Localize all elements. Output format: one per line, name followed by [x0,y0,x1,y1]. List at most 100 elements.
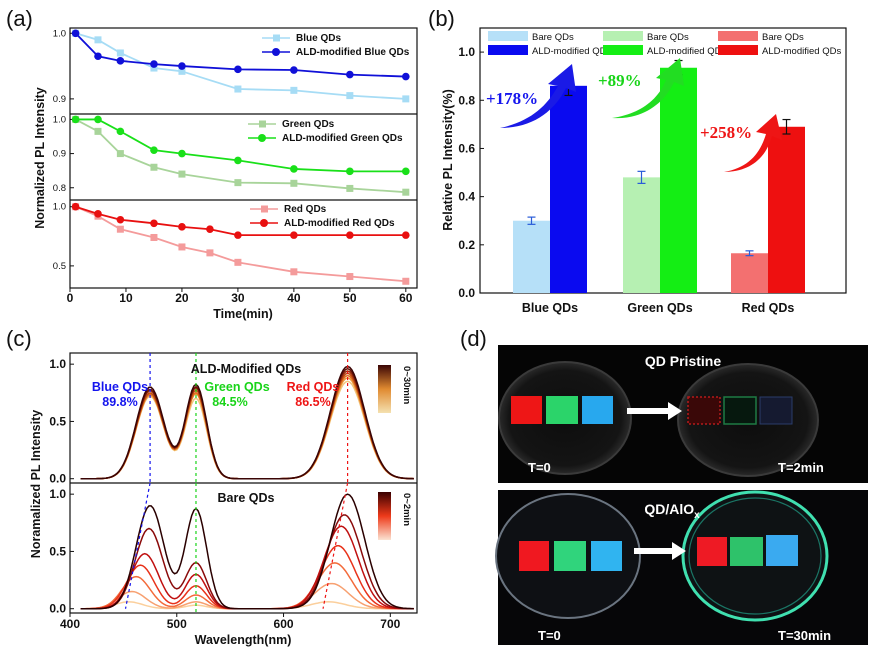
panel-d-photos: QD Pristine T=0 T=2min QD/AlOx T=0 T=30m… [495,345,868,645]
photo-bottom-title: QD/AlOx [644,501,700,521]
bar [550,85,587,294]
panel-b-letter: (b) [428,6,455,31]
panel-b-plot-area: 0.0 0.2 0.4 0.6 0.8 1.0 Blue QDs Green QDs Red Q… [458,45,805,315]
photo-bottom-title-subscript: x [694,510,700,521]
sample-blue-t2 [759,396,793,425]
data-point [290,86,298,94]
panel-b-legend: Bare QDs ALD-modified QDs Bare QDs ALD-m… [488,31,841,57]
increase-arrow-blue [500,64,576,128]
data-point [346,231,354,239]
data-point [116,150,124,158]
sample-green-t30 [730,537,763,566]
y-tick-label: 1.0 [49,357,66,371]
panel-a-ylabel: Normalized PL Intensity [33,87,47,229]
data-point [290,165,298,173]
data-point [234,156,242,165]
category-label: Green QDs [627,301,692,315]
x-tick-label: 600 [274,617,294,631]
label-blue-qds: Blue QDs [92,380,148,394]
legend-ald-red-qds: ALD-modified Red QDs [284,218,395,229]
data-point [116,225,124,233]
value-blue-qds: 89.8% [102,395,137,409]
data-point [94,52,102,61]
series-line [75,205,406,283]
panel-c-ylabel: Noramalized PL Intensity [29,410,43,558]
y-tick-label: 1.0 [53,114,66,125]
y-tick-label: 1.0 [49,487,66,501]
y-tick-label: 0.0 [49,602,66,616]
panel-c-letter: (c) [6,326,32,351]
panel-c-top-title: ALD-Modified QDs [191,362,301,376]
data-point [71,202,80,211]
y-tick-label: 0.5 [53,261,66,272]
data-point [290,231,298,239]
data-point [178,149,186,158]
panel-a-legend-2: Green QDs ALD-modified Green QDs [248,119,403,144]
data-point [178,67,186,75]
increase-arrow-red [724,114,782,172]
x-tick-label: 400 [60,617,80,631]
data-point [290,179,298,187]
data-point [234,65,242,74]
legend-ald-red: ALD-modified QDs [762,46,841,57]
y-tick-label: 1.0 [458,45,475,59]
y-tick-label: 1.0 [53,202,66,213]
legend-bare-blue: Bare QDs [532,32,574,43]
x-tick-label: 60 [399,291,413,305]
panel-c-xlabel: Wavelength(nm) [195,633,292,647]
annotation-blue: +178% [486,89,538,108]
y-tick-label: 0.8 [458,93,475,107]
y-tick-label: 0.0 [49,472,66,486]
y-tick-label: 0.8 [53,183,66,194]
sample-green-t0 [546,396,578,424]
x-tick-label: 0 [67,291,74,305]
data-point [94,127,102,135]
data-point [71,115,80,124]
legend-ald-blue-qds: ALD-modified Blue QDs [296,47,410,58]
y-tick-label: 0.0 [458,286,475,300]
label-green-qds: Green QDs [204,380,269,394]
bar [513,220,550,293]
x-tick-label: 500 [167,617,187,631]
arrow-icon [627,402,682,420]
data-point [150,219,158,228]
bar [731,253,768,293]
legend-ald-blue: ALD-modified QDs [532,46,611,57]
photo-bottom-left-time: T=0 [538,628,561,643]
data-point [290,66,298,74]
panel-b-ylabel: Relative PL Intensity(%) [441,89,455,230]
increase-arrow-green [612,58,684,119]
data-point [346,70,354,79]
data-point [178,223,186,231]
data-point [346,92,354,100]
time-gradient-top [378,365,391,413]
legend-ald-green: ALD-modified QDs [647,46,726,57]
spectrum-line [80,514,414,610]
value-red-qds: 86.5% [295,395,330,409]
data-point [178,170,186,178]
y-tick-label: 1.0 [53,28,66,39]
category-label: Blue QDs [522,301,578,315]
photo-top-title: QD Pristine [645,353,721,369]
data-point [402,95,410,103]
panel-a-legend-1: Blue QDs ALD-modified Blue QDs [262,33,410,58]
sample-red-t0-b [519,541,549,571]
y-tick-label: 0.9 [53,149,66,160]
data-point [150,146,158,154]
value-green-qds: 84.5% [212,395,247,409]
data-point [402,72,410,81]
legend-ald-green-qds: ALD-modified Green QDs [282,133,403,144]
x-tick-label: 50 [343,291,357,305]
arrow-icon-bottom [634,542,686,560]
panel-a-xlabel: Time(min) [213,307,273,321]
data-point [94,36,102,44]
y-tick-label: 0.9 [53,94,66,105]
y-tick-label: 0.4 [458,190,475,204]
sample-blue-t30 [766,535,798,566]
data-point [402,277,410,285]
time-gradient-bottom [378,492,391,540]
data-point [116,49,124,57]
sample-red-t30 [697,537,727,566]
panel-b-chart: 0.0 0.2 0.4 0.6 0.8 1.0 Blue QDs Green QDs Red Q… [441,27,847,315]
